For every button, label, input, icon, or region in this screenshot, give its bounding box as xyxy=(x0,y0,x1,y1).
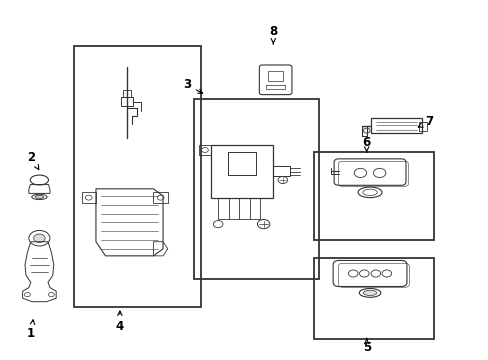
Text: 5: 5 xyxy=(362,338,370,354)
Text: 3: 3 xyxy=(183,78,202,93)
Text: 2: 2 xyxy=(27,150,39,170)
Text: 1: 1 xyxy=(27,320,35,340)
Circle shape xyxy=(34,234,45,242)
Text: 7: 7 xyxy=(417,115,432,128)
Ellipse shape xyxy=(35,195,43,198)
Text: 6: 6 xyxy=(362,136,370,152)
Text: 8: 8 xyxy=(268,25,277,44)
Text: 4: 4 xyxy=(116,311,124,333)
Ellipse shape xyxy=(363,290,376,296)
